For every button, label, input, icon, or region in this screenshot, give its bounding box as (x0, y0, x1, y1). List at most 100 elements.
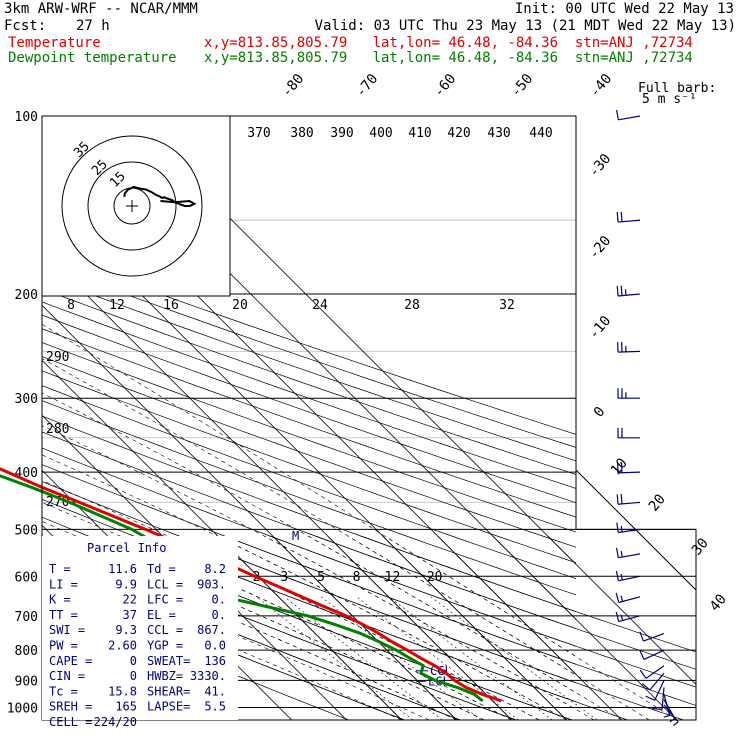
moist-adiabat (307, 536, 622, 720)
panel-key: TT = (49, 608, 78, 622)
pressure-label: 100 (15, 110, 38, 125)
speed-scale-label: 32 (499, 298, 515, 313)
panel-key: LFC = (147, 593, 183, 607)
wind-barb-flag (616, 285, 619, 297)
wind-barb-flag (616, 109, 619, 120)
wind-barb-flag (639, 650, 645, 660)
hodograph-ring (87, 161, 177, 251)
wind-barb-flag (615, 592, 620, 603)
wind-barb-staff (618, 596, 641, 604)
hodograph-ring (61, 135, 203, 277)
speed-scale-label: 20 (232, 298, 248, 313)
panel-value: 224/20 (94, 715, 137, 729)
wind-barb-flag (645, 695, 655, 701)
wind-barb (652, 687, 665, 710)
isotherm-label: 40 (707, 591, 730, 614)
init-time: Init: 00 UTC Wed 22 May 13 (514, 1, 734, 17)
speed-scale-label: 12 (109, 298, 125, 313)
wind-barb-flag (639, 631, 644, 642)
panel-value: 0 (130, 669, 137, 683)
speed-scale-label: 24 (312, 298, 328, 313)
wind-barb (616, 493, 641, 505)
dry-adiabat (42, 574, 405, 720)
isotherm-label: 30 (689, 535, 712, 558)
panel-key: CIN = (49, 669, 85, 683)
panel-key: LAPSE= (147, 700, 190, 714)
wind-barb-staff (643, 649, 665, 660)
panel-value: 9.9 (115, 577, 137, 591)
wind-barb-flag (620, 595, 624, 602)
dry-adiabat (42, 251, 576, 435)
panel-value: 22 (123, 593, 137, 607)
pressure-label: 900 (15, 674, 38, 689)
isotherm (42, 414, 347, 720)
wind-barb-staff (643, 633, 665, 642)
isotherm-label: -20 (586, 233, 615, 263)
isotherm (382, 536, 567, 720)
dry-adiabat (359, 536, 696, 653)
panel-value: 136 (204, 654, 226, 668)
panel-key: HWBZ= (147, 669, 183, 683)
panel-key: K = (49, 593, 71, 607)
wind-barb-flag (620, 551, 623, 558)
hodograph-trace (123, 185, 197, 207)
wind-barb (617, 388, 640, 399)
mixing-ratio-label: 12 (385, 570, 401, 585)
wind-barb-flag (615, 611, 620, 622)
isotherm (547, 536, 696, 685)
panel-key: SWI = (49, 623, 85, 637)
dry-adiabat (42, 301, 576, 489)
forecast-label: Fcst: (4, 18, 47, 34)
panel-value: 5.5 (204, 700, 226, 714)
theta-e-label: 370 (247, 126, 270, 141)
barb-legend-title: Full barb: (638, 81, 716, 96)
panel-value: 867. (197, 623, 226, 637)
theta-e-label: 390 (330, 126, 353, 141)
wind-barb (616, 547, 641, 559)
wind-barb-flag (620, 614, 624, 621)
frame-diagonal (575, 469, 697, 591)
wind-barb (615, 592, 641, 604)
mixing-ratio-label: 8 (353, 570, 361, 585)
panel-key: EL = (147, 608, 176, 622)
panel-value: 903. (197, 577, 226, 591)
isotherm-label: -50 (508, 71, 537, 101)
panel-value: 11.6 (108, 562, 137, 576)
wind-barb-staff (645, 665, 665, 679)
wind-barb-staff (661, 687, 665, 710)
dry-adiabat (314, 536, 696, 670)
forecast-hours: 27 h (76, 18, 110, 34)
panel-key: SHEAR= (147, 684, 190, 698)
wind-barb (616, 285, 641, 297)
mixing-ratio-label: 20 (427, 570, 443, 585)
isotherm (0, 116, 17, 720)
dry-adiabat (223, 536, 696, 706)
moist-adiabat (347, 536, 650, 720)
wind-barb-flag (616, 212, 619, 223)
theta-e-label: 420 (447, 126, 470, 141)
profile-layer (0, 467, 502, 703)
panel-key: Td = (147, 562, 176, 576)
dewpoint-profile (0, 474, 484, 703)
speed-scale-label: 28 (404, 298, 420, 313)
pressure-label: 600 (15, 570, 38, 585)
wind-barb-staff (617, 471, 641, 474)
grid-layer (0, 115, 696, 720)
pressure-label: 1000 (7, 701, 38, 716)
theta-label: 290 (46, 350, 69, 365)
dewpoint-legend: Dewpoint temperature (8, 50, 177, 66)
isotherm-label: 10 (608, 455, 631, 478)
isotherm (217, 536, 402, 720)
isotherm (327, 536, 512, 720)
wind-barb-flag (620, 285, 623, 296)
panel-value: 165 (115, 700, 137, 714)
wind-barbs (615, 109, 679, 727)
wind-barb (615, 570, 641, 582)
barb-legend-unit: 5 m s⁻¹ (642, 92, 697, 107)
wind-barb-staff (618, 115, 641, 121)
moist-adiabat (384, 536, 677, 720)
wind-barb-flag (663, 714, 670, 718)
model-title: 3km ARW-WRF -- NCAR/MMM (4, 1, 198, 17)
